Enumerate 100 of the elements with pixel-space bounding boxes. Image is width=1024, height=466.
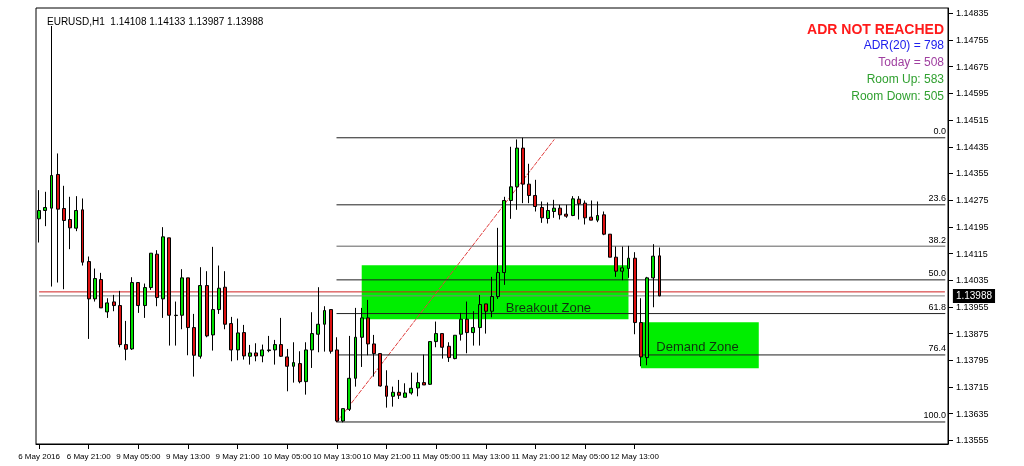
candlestick (428, 341, 432, 386)
candlestick (136, 282, 140, 314)
candlestick (465, 301, 469, 354)
candlestick (434, 321, 438, 348)
candlestick (43, 191, 47, 227)
x-tick-label: 9 May 21:00 (215, 451, 261, 461)
candlestick (198, 266, 202, 360)
candlestick (502, 196, 506, 286)
candlestick (229, 316, 233, 362)
annotation: ADR(20) = 798 (863, 38, 945, 52)
candlestick (602, 210, 606, 236)
candlestick (471, 310, 475, 347)
candlestick (422, 354, 426, 386)
candlestick (496, 227, 500, 300)
candlestick (639, 297, 643, 367)
annotation: 61.8 (928, 302, 946, 313)
candlestick (223, 270, 227, 330)
candlestick (614, 246, 618, 278)
y-tick-label: 1.14515 (956, 115, 989, 126)
candlestick (260, 344, 264, 363)
candlestick (347, 335, 351, 412)
y-tick-label: 1.14035 (956, 275, 989, 286)
band-label: Breakout Zone (505, 299, 592, 315)
x-tick-label: 9 May 13:00 (165, 451, 211, 461)
candlestick (459, 312, 463, 342)
candlestick (99, 272, 103, 309)
candlestick (515, 138, 519, 211)
y-tick-label: 1.14755 (956, 35, 989, 46)
annotation: ADR NOT REACHED (807, 21, 944, 37)
x-tick-label: 12 May 05:00 (560, 451, 610, 461)
candlestick (205, 270, 209, 338)
y-tick-label: 1.13635 (956, 408, 989, 419)
candlestick (316, 286, 320, 353)
candlestick (87, 256, 91, 340)
annotation: 100.0 (923, 410, 946, 421)
candlestick (105, 297, 109, 319)
y-tick-label: 1.14435 (956, 141, 989, 152)
candlestick (453, 334, 457, 360)
annotation: Room Up: 583 (866, 72, 945, 86)
candlestick (658, 247, 661, 297)
y-tick-label: 1.13795 (956, 355, 989, 366)
candlestick (596, 200, 599, 223)
y-tick-label: 1.14675 (956, 61, 989, 72)
candlestick (416, 372, 420, 397)
candlestick (298, 350, 302, 384)
y-tick-label: 1.14835 (956, 8, 989, 19)
text: EURUSD,H1 1.14108 1.14133 1.13987 1.13988 (47, 15, 264, 27)
candlestick (391, 386, 395, 408)
candlestick (211, 246, 215, 352)
candlestick (273, 339, 277, 366)
candlestick (509, 146, 513, 220)
candlestick (180, 268, 184, 330)
candlestick (546, 201, 550, 224)
x-tick-label: 10 May 21:00 (362, 451, 412, 461)
x-tick-label: 11 May 05:00 (412, 451, 461, 461)
candlestick (651, 243, 655, 308)
candlestick (149, 252, 153, 291)
candlestick (285, 348, 289, 392)
x-tick-label: 6 May 21:00 (66, 451, 112, 461)
candlestick (620, 246, 624, 281)
candlestick (236, 318, 240, 361)
candlestick (167, 237, 171, 347)
candlestick (161, 226, 165, 319)
band-label: Demand Zone (656, 339, 739, 355)
candlestick (155, 249, 159, 307)
y-tick-label: 1.14275 (956, 195, 989, 206)
candlestick (310, 311, 314, 369)
candlestick (385, 369, 388, 409)
candlestick (74, 195, 78, 232)
annotation: Today = 508 (878, 55, 945, 69)
x-tick-label: 12 May 13:00 (610, 451, 660, 461)
annotation: 76.4 (928, 343, 946, 354)
candlestick (490, 276, 494, 318)
y-tick-label: 1.13875 (956, 328, 989, 339)
y-tick-label: 1.13955 (956, 301, 989, 312)
x-tick-label: 6 May 2016 (18, 451, 61, 461)
candlestick (93, 268, 97, 303)
candlestick (130, 276, 134, 351)
ref-line-label: 1.13988 (955, 290, 993, 302)
candlestick (186, 277, 190, 356)
annotation: Room Down: 505 (851, 89, 945, 103)
candlestick (174, 301, 178, 347)
candlestick (323, 305, 326, 353)
candlestick (360, 307, 364, 368)
x-tick-label: 11 May 21:00 (511, 451, 560, 461)
y-tick-label: 1.14595 (956, 88, 989, 99)
candlestick (118, 290, 122, 348)
candlestick (577, 195, 581, 220)
candlestick (292, 341, 295, 384)
candlestick (366, 299, 370, 356)
y-tick-label: 1.13555 (956, 435, 989, 446)
y-tick-label: 1.14355 (956, 168, 989, 179)
candlestick (583, 199, 587, 225)
candlestick (378, 353, 382, 388)
candlestick (540, 200, 544, 224)
candlestick (62, 185, 66, 290)
candlestick (143, 283, 147, 319)
x-tick-label: 9 May 05:00 (116, 451, 161, 461)
annotation: 50.0 (928, 268, 946, 279)
candlestick (589, 199, 593, 221)
